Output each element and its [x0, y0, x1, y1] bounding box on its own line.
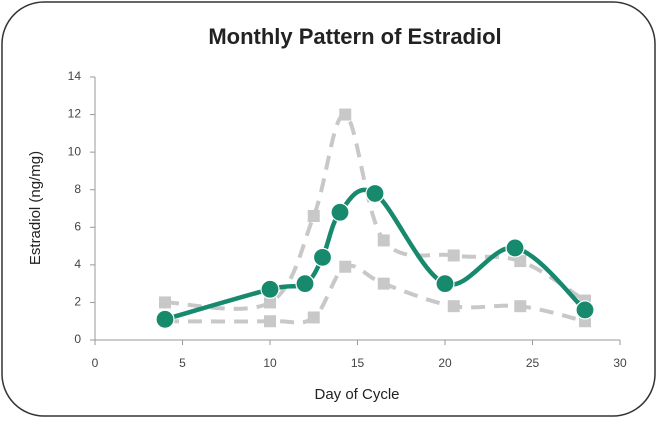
marker: [447, 249, 460, 262]
y-tick-label: 8: [74, 182, 81, 196]
chart-title: Monthly Pattern of Estradiol: [208, 24, 501, 49]
y-tick-label: 0: [74, 332, 81, 346]
marker: [330, 202, 350, 222]
y-tick-label: 6: [74, 219, 81, 233]
x-tick-label: 0: [92, 356, 99, 370]
chart-border: [1, 1, 656, 417]
marker: [514, 255, 527, 268]
marker: [435, 274, 455, 294]
x-tick-label: 30: [613, 356, 627, 370]
y-tick-label: 2: [74, 295, 81, 309]
marker: [264, 315, 276, 328]
marker: [307, 210, 320, 223]
marker: [575, 300, 595, 320]
marker: [365, 183, 385, 204]
series-line: [164, 187, 587, 322]
x-tick-label: 15: [351, 356, 365, 370]
marker: [295, 274, 315, 294]
y-tick-label: 4: [74, 257, 81, 271]
x-tick-label: 20: [438, 356, 452, 370]
marker: [260, 279, 280, 299]
marker: [339, 108, 352, 121]
marker: [159, 296, 171, 309]
marker: [339, 260, 352, 273]
y-axis-label: Estradiol (ng/mg): [27, 151, 44, 265]
marker: [312, 247, 333, 267]
marker: [264, 296, 276, 309]
x-tick-label: 25: [526, 356, 540, 370]
y-tick-label: 10: [68, 144, 82, 158]
marker: [505, 238, 525, 258]
marker: [155, 309, 175, 329]
x-tick-label: 5: [179, 356, 186, 370]
x-axis-label: Day of Cycle: [314, 386, 399, 403]
marker: [377, 234, 390, 247]
x-tick-label: 10: [263, 356, 277, 370]
marker: [514, 300, 527, 313]
marker: [377, 277, 390, 290]
y-tick-label: 12: [68, 107, 82, 121]
marker: [307, 311, 320, 324]
marker: [447, 300, 460, 313]
y-tick-label: 14: [68, 69, 82, 83]
